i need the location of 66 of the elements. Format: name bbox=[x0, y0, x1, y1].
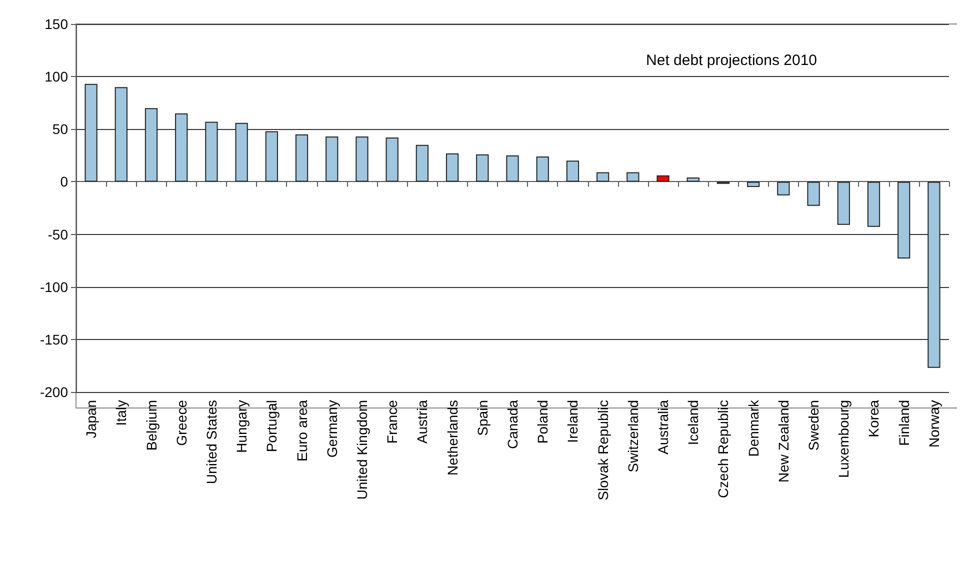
annotation: Net debt projections 2010 bbox=[646, 52, 818, 69]
x-tick-label: Sweden bbox=[806, 400, 822, 451]
bar bbox=[898, 182, 910, 258]
x-tick-label: Canada bbox=[504, 400, 520, 450]
y-tick-label: 0 bbox=[60, 174, 68, 190]
bar bbox=[205, 122, 218, 182]
bar bbox=[656, 175, 670, 182]
bar bbox=[114, 87, 128, 182]
bar bbox=[837, 182, 850, 225]
x-tick-label: Korea bbox=[866, 400, 882, 438]
x-tick-label: Finland bbox=[896, 400, 912, 446]
y-tick-label: 50 bbox=[52, 121, 68, 138]
bar bbox=[506, 155, 519, 182]
x-tick-label: Netherlands bbox=[444, 400, 460, 476]
x-tick-label: Poland bbox=[534, 400, 551, 444]
bar bbox=[84, 84, 98, 182]
bar bbox=[807, 182, 820, 206]
bar bbox=[235, 122, 248, 182]
bar bbox=[416, 144, 429, 182]
bar bbox=[265, 131, 278, 182]
bar bbox=[295, 134, 308, 182]
x-tick-label: Luxembourg bbox=[836, 400, 852, 478]
x-tick-label: Euro area bbox=[294, 400, 310, 462]
x-tick-label: Portugal bbox=[264, 400, 280, 452]
x-tick-label: Austria bbox=[414, 400, 430, 444]
bar bbox=[386, 138, 398, 182]
y-tick-label: -150 bbox=[40, 331, 68, 348]
bar bbox=[326, 136, 338, 182]
x-tick-label: Australia bbox=[655, 400, 672, 454]
x-tick-label: France bbox=[384, 400, 400, 444]
y-tick-label: -100 bbox=[40, 278, 68, 295]
x-tick-label: Spain bbox=[474, 400, 490, 436]
x-tick-label: Belgium bbox=[143, 400, 160, 451]
bar bbox=[476, 154, 489, 182]
x-tick-label: Czech Republic bbox=[715, 400, 732, 498]
x-tick-label: United States bbox=[203, 400, 220, 484]
bar bbox=[596, 172, 610, 182]
x-tick-label: Iceland bbox=[685, 400, 702, 446]
x-tick-label: Ireland bbox=[564, 400, 581, 443]
bar bbox=[626, 172, 640, 182]
bar bbox=[747, 182, 760, 187]
x-tick-label: Norway bbox=[926, 400, 942, 448]
bar bbox=[566, 160, 580, 182]
bar bbox=[928, 182, 940, 368]
bar bbox=[175, 113, 188, 182]
bar bbox=[686, 178, 700, 182]
x-tick-label: Switzerland bbox=[624, 400, 641, 472]
bar bbox=[777, 182, 790, 196]
x-tick-label: Italy bbox=[113, 400, 130, 426]
x-tick-label: Denmark bbox=[745, 399, 762, 457]
bar bbox=[144, 108, 158, 182]
bar bbox=[536, 156, 549, 182]
bar bbox=[446, 153, 459, 182]
y-tick-label: 100 bbox=[44, 68, 68, 85]
x-tick-label: Japan bbox=[83, 400, 100, 438]
y-tick-label: 150 bbox=[44, 16, 68, 32]
x-tick-label: Hungary bbox=[234, 400, 250, 453]
x-tick-label: United Kingdom bbox=[354, 400, 370, 500]
x-tick-label: Germany bbox=[324, 400, 340, 458]
y-tick-label: -200 bbox=[40, 384, 68, 400]
x-tick-label: Slovak Republic bbox=[594, 400, 611, 500]
x-tick-label: Greece bbox=[173, 400, 190, 446]
x-tick-label: New Zealand bbox=[775, 400, 792, 482]
bar bbox=[867, 182, 880, 227]
bar bbox=[356, 136, 368, 182]
y-tick-label: -50 bbox=[48, 226, 68, 242]
